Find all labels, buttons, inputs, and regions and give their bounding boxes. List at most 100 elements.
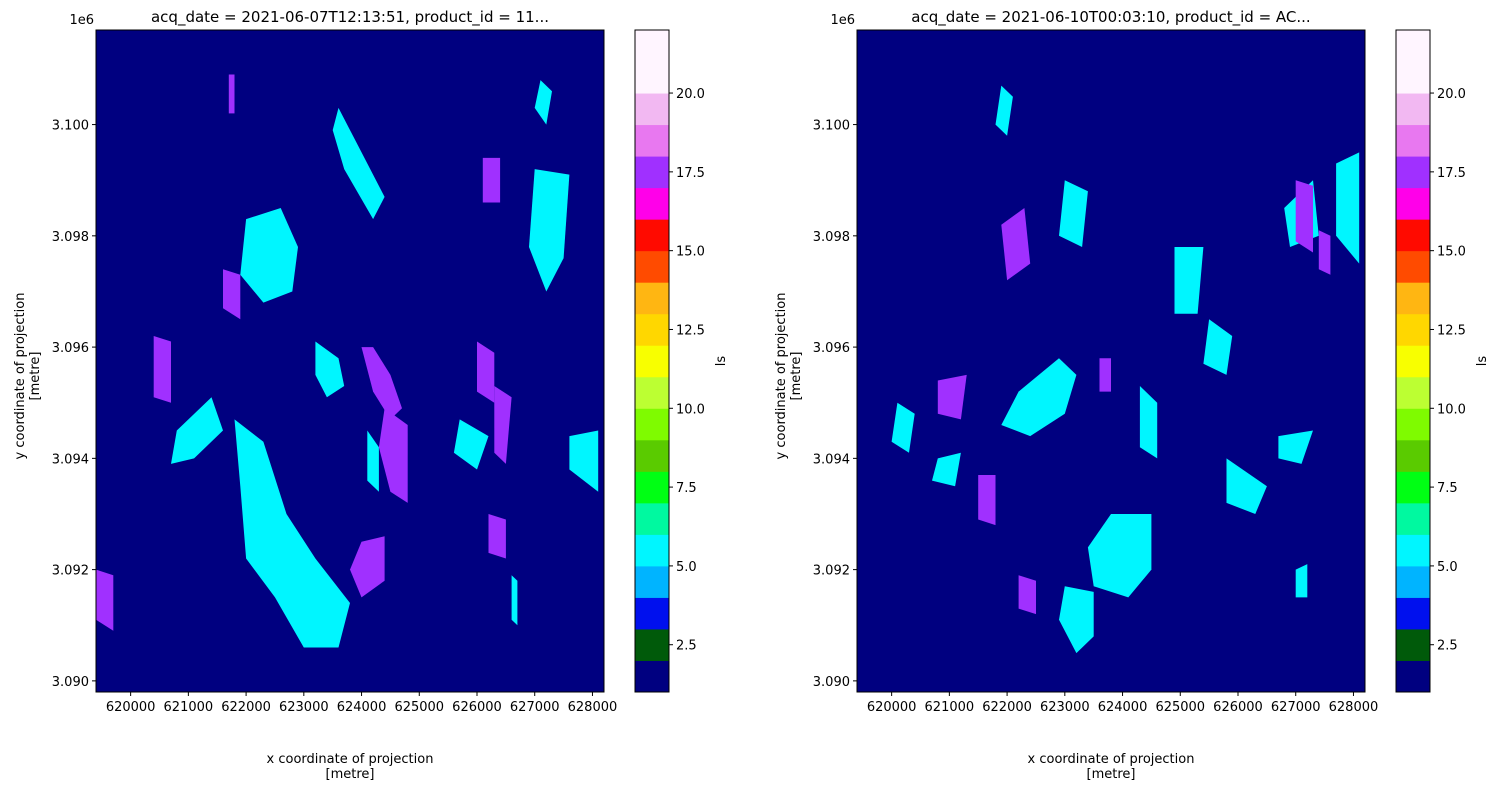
plot-area (857, 30, 1365, 692)
raster-region (367, 430, 379, 492)
colorbar-bin (635, 628, 669, 661)
axes-frame (95, 29, 605, 693)
colorbar-tick-label: 7.5 (676, 481, 697, 496)
raster-region (315, 341, 345, 398)
colorbar-bin (635, 313, 669, 346)
raster-region (96, 569, 114, 631)
colorbar-bin (635, 597, 669, 630)
colorbar-bin (635, 376, 669, 409)
colorbar-bin (1396, 219, 1430, 252)
raster-region (1099, 358, 1111, 392)
raster-region (932, 452, 961, 487)
raster-region (1001, 208, 1031, 281)
colorbar-tick-label: 5.0 (676, 560, 697, 575)
colorbar-bin (635, 187, 669, 220)
colorbar-tick-label: 20.0 (676, 87, 705, 102)
colorbar-label: ls (714, 356, 729, 367)
colorbar-bin (1396, 156, 1430, 189)
raster-region (350, 536, 385, 598)
colorbar-tick-label: 17.5 (1437, 166, 1466, 181)
y-tick-label: 3.096 (52, 341, 89, 356)
raster-region (361, 347, 402, 420)
x-axis-label: x coordinate of projection [metre] (1028, 752, 1195, 782)
raster-region (1001, 358, 1077, 437)
colorbar-bin (1396, 439, 1430, 472)
panel-left: acq_date = 2021-06-07T12:13:51, product_… (13, 8, 617, 782)
plot-area (96, 30, 604, 692)
x-tick-label: 621000 (925, 700, 975, 715)
raster-region (494, 386, 512, 464)
raster-region (1018, 575, 1036, 615)
y-axis-label: y coordinate of projection[metre] (13, 293, 43, 460)
raster-region (529, 169, 570, 292)
raster-region (534, 80, 552, 125)
raster-region (1174, 247, 1204, 314)
colorbar-tick-label: 15.0 (1437, 245, 1466, 260)
colorbar-bin (635, 439, 669, 472)
panel-right: acq_date = 2021-06-10T00:03:10, product_… (774, 8, 1378, 782)
colorbar-bin (1396, 471, 1430, 504)
colorbar-bin (1396, 502, 1430, 535)
raster-region (488, 514, 506, 559)
raster-region (1336, 152, 1360, 264)
raster-region (240, 208, 298, 303)
colorbar-bin (635, 250, 669, 283)
colorbar-tick-label: 12.5 (1437, 323, 1466, 338)
colorbar-left: 2.5 5.0 7.5 10.0 12.5 15.0 17.5 20.0 ls (634, 29, 729, 693)
plot-title: acq_date = 2021-06-07T12:13:51, product_… (151, 8, 549, 27)
colorbar-bin (1396, 250, 1430, 283)
colorbar-bin (1396, 313, 1430, 346)
colorbar-bin (635, 471, 669, 504)
colorbar-tick-label: 7.5 (1437, 481, 1458, 496)
plot-title: acq_date = 2021-06-10T00:03:10, product_… (911, 8, 1310, 27)
y-offset-label: 1e6 (830, 13, 855, 28)
colorbar-bin (635, 565, 669, 598)
raster-region (995, 85, 1013, 136)
colorbar-bin (635, 408, 669, 441)
y-tick-label: 3.096 (813, 341, 850, 356)
colorbar-bin (1396, 124, 1430, 157)
raster-region (1059, 586, 1094, 654)
colorbar-bin (635, 219, 669, 252)
raster-region (1203, 319, 1233, 375)
raster-region (1295, 564, 1308, 598)
y-axis-label: y coordinate of projection[metre] (774, 293, 804, 460)
colorbar-bin (1396, 628, 1430, 661)
raster-region (234, 419, 350, 648)
raster-region (477, 341, 495, 403)
raster-region (511, 575, 518, 626)
x-tick-label: 626000 (452, 700, 502, 715)
raster-region (228, 74, 235, 114)
raster-region (1318, 230, 1331, 275)
x-tick-label: 624000 (1098, 700, 1148, 715)
raster-background (96, 30, 604, 692)
x-tick-label: 622000 (221, 700, 271, 715)
raster-region (1087, 514, 1152, 598)
y-tick-label: 3.092 (813, 564, 850, 579)
colorbar-tick-label: 2.5 (676, 639, 697, 654)
axes: 620000 621000 622000 623000 624000 625000 6260… (52, 29, 617, 715)
x-tick-label: 621000 (164, 700, 214, 715)
x-tick-label: 624000 (337, 700, 387, 715)
colorbar-frame (1395, 29, 1431, 693)
raster-region (1278, 430, 1313, 464)
x-tick-label: 625000 (1155, 700, 1205, 715)
colorbar-tick-label: 17.5 (676, 166, 705, 181)
colorbar-bin (1396, 30, 1430, 94)
raster-region (453, 419, 489, 470)
raster-region (1139, 386, 1158, 459)
y-offset-label: 1e6 (69, 13, 94, 28)
colorbar-tick-label: 5.0 (1437, 560, 1458, 575)
x-tick-label: 623000 (1040, 700, 1090, 715)
colorbar-bin (635, 502, 669, 535)
raster-region (1226, 458, 1267, 514)
raster-region (171, 397, 223, 464)
colorbar-label: ls (1475, 356, 1490, 367)
y-tick-label: 3.094 (52, 452, 89, 467)
colorbar-bin (1396, 597, 1430, 630)
raster-region (1295, 180, 1313, 253)
raster-region (223, 269, 241, 320)
colorbar-bin (1396, 534, 1430, 567)
colorbar-bin (1396, 408, 1430, 441)
